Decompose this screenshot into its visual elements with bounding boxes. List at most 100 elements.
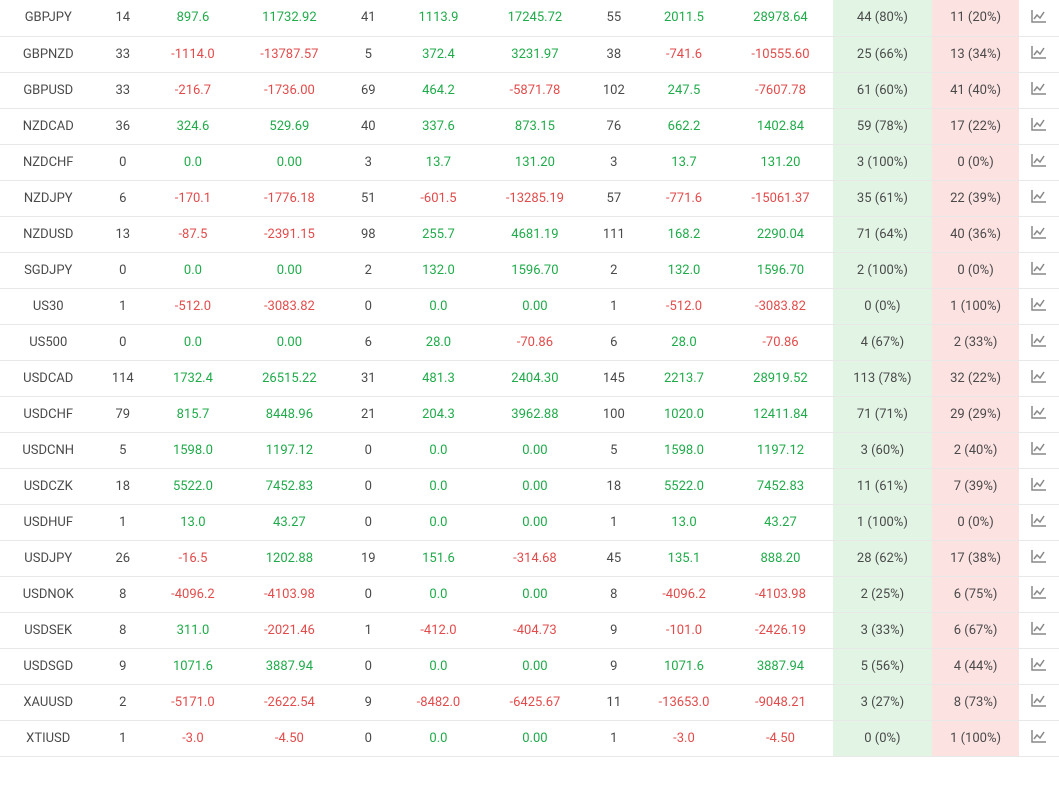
cell-v6: 28978.64 (728, 0, 833, 36)
cell-symbol: NZDUSD (0, 216, 96, 252)
chart-button[interactable] (1019, 504, 1059, 540)
cell-n1: 26 (96, 540, 149, 576)
cell-loss: 0 (0%) (932, 144, 1020, 180)
cell-win: 11 (61%) (833, 468, 932, 504)
cell-loss: 11 (20%) (932, 0, 1020, 36)
cell-v4: 17245.72 (482, 0, 587, 36)
chart-icon (1031, 441, 1047, 455)
cell-win: 5 (56%) (833, 648, 932, 684)
chart-icon (1031, 45, 1047, 59)
cell-n2: 21 (342, 396, 395, 432)
cell-n3: 1 (588, 288, 641, 324)
cell-v5: 28.0 (640, 324, 728, 360)
cell-symbol: US30 (0, 288, 96, 324)
cell-n1: 6 (96, 180, 149, 216)
chart-button[interactable] (1019, 468, 1059, 504)
cell-v5: 2011.5 (640, 0, 728, 36)
cell-v5: 1020.0 (640, 396, 728, 432)
cell-n1: 2 (96, 684, 149, 720)
cell-v2: 11732.92 (237, 0, 342, 36)
cell-symbol: USDNOK (0, 576, 96, 612)
cell-n1: 33 (96, 72, 149, 108)
table-row: GBPJPY14897.611732.92411113.917245.72552… (0, 0, 1059, 36)
cell-n1: 14 (96, 0, 149, 36)
cell-v2: 1202.88 (237, 540, 342, 576)
cell-v2: -1736.00 (237, 72, 342, 108)
cell-v6: -4103.98 (728, 576, 833, 612)
cell-v2: -3083.82 (237, 288, 342, 324)
cell-symbol: XAUUSD (0, 684, 96, 720)
cell-v2: -4.50 (237, 720, 342, 756)
cell-n1: 79 (96, 396, 149, 432)
cell-n2: 2 (342, 252, 395, 288)
chart-icon (1031, 225, 1047, 239)
cell-n3: 11 (588, 684, 641, 720)
chart-button[interactable] (1019, 720, 1059, 756)
cell-n3: 100 (588, 396, 641, 432)
cell-symbol: NZDJPY (0, 180, 96, 216)
cell-v5: 132.0 (640, 252, 728, 288)
cell-n3: 57 (588, 180, 641, 216)
cell-v2: -2021.46 (237, 612, 342, 648)
cell-v5: -3.0 (640, 720, 728, 756)
cell-n2: 0 (342, 504, 395, 540)
chart-button[interactable] (1019, 540, 1059, 576)
cell-v1: 0.0 (149, 324, 237, 360)
chart-button[interactable] (1019, 684, 1059, 720)
chart-button[interactable] (1019, 216, 1059, 252)
chart-button[interactable] (1019, 360, 1059, 396)
cell-n3: 45 (588, 540, 641, 576)
cell-v1: -3.0 (149, 720, 237, 756)
cell-n3: 76 (588, 108, 641, 144)
cell-win: 2 (25%) (833, 576, 932, 612)
cell-loss: 13 (34%) (932, 36, 1020, 72)
cell-win: 3 (100%) (833, 144, 932, 180)
chart-button[interactable] (1019, 612, 1059, 648)
cell-n1: 8 (96, 576, 149, 612)
cell-v5: 168.2 (640, 216, 728, 252)
chart-button[interactable] (1019, 0, 1059, 36)
cell-symbol: GBPNZD (0, 36, 96, 72)
cell-win: 1 (100%) (833, 504, 932, 540)
cell-n3: 9 (588, 648, 641, 684)
chart-button[interactable] (1019, 324, 1059, 360)
chart-button[interactable] (1019, 36, 1059, 72)
table-row: USDCZK185522.07452.8300.00.00185522.0745… (0, 468, 1059, 504)
cell-n2: 19 (342, 540, 395, 576)
cell-win: 25 (66%) (833, 36, 932, 72)
chart-button[interactable] (1019, 648, 1059, 684)
table-row: USDCAD1141732.426515.2231481.32404.30145… (0, 360, 1059, 396)
cell-v1: -170.1 (149, 180, 237, 216)
cell-v5: 13.0 (640, 504, 728, 540)
chart-button[interactable] (1019, 288, 1059, 324)
cell-n2: 3 (342, 144, 395, 180)
cell-n2: 41 (342, 0, 395, 36)
table-row: GBPUSD33-216.7-1736.0069464.2-5871.78102… (0, 72, 1059, 108)
chart-button[interactable] (1019, 252, 1059, 288)
cell-v4: -70.86 (482, 324, 587, 360)
chart-button[interactable] (1019, 576, 1059, 612)
cell-v1: 1071.6 (149, 648, 237, 684)
cell-v5: -13653.0 (640, 684, 728, 720)
cell-n2: 40 (342, 108, 395, 144)
cell-v1: 1732.4 (149, 360, 237, 396)
cell-win: 28 (62%) (833, 540, 932, 576)
table-row: USDSEK8311.0-2021.461-412.0-404.739-101.… (0, 612, 1059, 648)
chart-button[interactable] (1019, 72, 1059, 108)
cell-v4: 0.00 (482, 288, 587, 324)
chart-button[interactable] (1019, 144, 1059, 180)
cell-v6: 1197.12 (728, 432, 833, 468)
cell-n1: 13 (96, 216, 149, 252)
cell-n3: 2 (588, 252, 641, 288)
chart-button[interactable] (1019, 108, 1059, 144)
cell-loss: 1 (100%) (932, 720, 1020, 756)
cell-v3: 337.6 (395, 108, 483, 144)
cell-n1: 8 (96, 612, 149, 648)
cell-n2: 0 (342, 432, 395, 468)
chart-button[interactable] (1019, 180, 1059, 216)
cell-v5: 1598.0 (640, 432, 728, 468)
cell-v5: 662.2 (640, 108, 728, 144)
chart-button[interactable] (1019, 396, 1059, 432)
chart-button[interactable] (1019, 432, 1059, 468)
cell-v2: -13787.57 (237, 36, 342, 72)
